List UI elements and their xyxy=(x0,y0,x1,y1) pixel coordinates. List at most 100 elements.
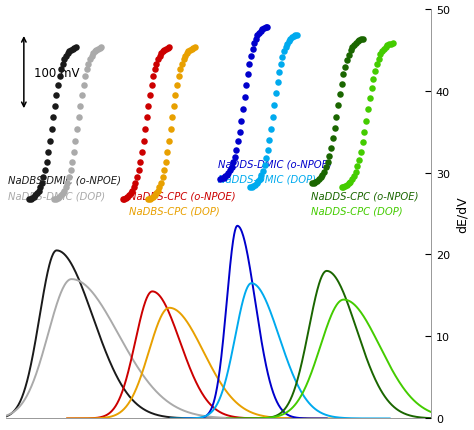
Point xyxy=(223,172,231,179)
Point xyxy=(178,61,186,68)
Point xyxy=(341,64,349,71)
Point xyxy=(180,57,187,64)
Point xyxy=(60,188,68,195)
Point xyxy=(364,107,372,114)
Point xyxy=(339,184,347,191)
Point xyxy=(352,169,359,175)
Y-axis label: dE/dV: dE/dV xyxy=(456,196,468,232)
Point xyxy=(173,82,181,89)
Point xyxy=(264,147,272,154)
Point xyxy=(348,45,356,52)
Point xyxy=(322,165,330,172)
Point xyxy=(373,61,381,68)
Text: NaDDS-DMIC (o-NPOE): NaDDS-DMIC (o-NPOE) xyxy=(218,159,332,169)
Point xyxy=(363,118,370,125)
Point xyxy=(352,40,360,47)
Point xyxy=(82,74,89,80)
Point xyxy=(156,53,164,60)
Point xyxy=(338,184,346,191)
Point xyxy=(293,32,301,39)
Point xyxy=(356,157,363,164)
Point xyxy=(385,42,393,49)
Point xyxy=(320,169,328,176)
Point xyxy=(70,45,78,52)
Point xyxy=(244,71,252,78)
Text: NaDDS-DMIC (DOP): NaDDS-DMIC (DOP) xyxy=(218,174,316,184)
Point xyxy=(176,67,184,74)
Point xyxy=(350,42,358,49)
Point xyxy=(190,45,197,52)
Point xyxy=(49,114,57,121)
Point xyxy=(94,46,102,53)
Point xyxy=(69,46,76,53)
Point xyxy=(45,149,52,156)
Point xyxy=(229,160,237,166)
Point xyxy=(167,126,174,133)
Point xyxy=(122,195,129,202)
Point xyxy=(368,85,375,92)
Point xyxy=(236,129,244,136)
Point xyxy=(280,49,288,56)
Point xyxy=(226,167,234,174)
Point xyxy=(157,180,165,187)
Point xyxy=(282,44,290,51)
Point xyxy=(65,175,73,181)
Point xyxy=(151,193,158,200)
Point xyxy=(354,39,361,46)
Point xyxy=(255,178,262,185)
Point xyxy=(33,190,41,197)
Point xyxy=(86,57,94,64)
Point xyxy=(335,103,342,110)
Point xyxy=(54,82,62,89)
Point xyxy=(56,74,64,80)
Point xyxy=(78,92,86,99)
Point xyxy=(62,184,70,191)
Point xyxy=(274,80,282,86)
Text: NaDBS-DMIC (DOP): NaDBS-DMIC (DOP) xyxy=(8,190,105,201)
Point xyxy=(67,47,75,54)
Point xyxy=(73,126,81,133)
Point xyxy=(262,25,269,32)
Point xyxy=(64,51,72,58)
Point xyxy=(350,173,358,180)
Point xyxy=(371,68,379,75)
Point xyxy=(319,172,326,179)
Point xyxy=(389,40,396,47)
Point xyxy=(308,180,316,187)
Point xyxy=(231,154,239,161)
Point xyxy=(288,35,296,42)
Point xyxy=(59,61,67,68)
Point xyxy=(250,183,257,190)
Point xyxy=(188,46,195,53)
Point xyxy=(250,41,258,48)
Point xyxy=(125,193,133,200)
Point xyxy=(257,28,264,35)
Point xyxy=(279,55,286,61)
Point xyxy=(315,176,323,183)
Point xyxy=(383,43,391,50)
Point xyxy=(147,195,155,202)
Point xyxy=(340,72,347,79)
Point xyxy=(140,138,147,145)
Point xyxy=(72,138,79,145)
Point xyxy=(155,184,163,191)
Point xyxy=(375,56,383,63)
Point xyxy=(343,182,351,189)
Point xyxy=(53,92,60,99)
Point xyxy=(27,196,34,203)
Point xyxy=(149,74,157,80)
Text: NaDDS-CPC (DOP): NaDDS-CPC (DOP) xyxy=(311,206,402,216)
Point xyxy=(25,197,33,203)
Point xyxy=(347,48,355,55)
Point xyxy=(153,61,160,68)
Point xyxy=(221,174,229,181)
Point xyxy=(252,36,260,43)
Point xyxy=(67,167,74,174)
Point xyxy=(128,188,136,195)
Point xyxy=(154,57,162,64)
Text: NaDDS-CPC (o-NPOE): NaDDS-CPC (o-NPOE) xyxy=(311,190,419,201)
Point xyxy=(259,168,267,175)
Point xyxy=(233,147,240,154)
Point xyxy=(165,45,173,52)
Point xyxy=(51,197,58,203)
